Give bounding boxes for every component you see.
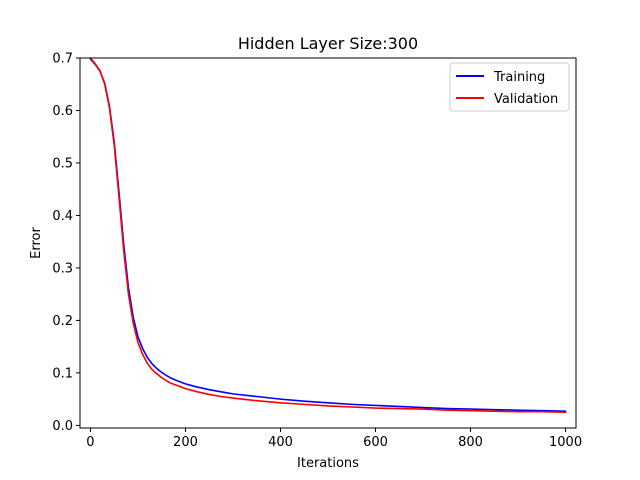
- x-tick-label: 0: [86, 435, 94, 450]
- y-tick-label: 0.7: [52, 52, 73, 67]
- x-axis-title: Iterations: [297, 456, 359, 471]
- plot-area: [80, 58, 576, 428]
- y-tick-label: 0.2: [52, 314, 73, 329]
- y-tick-label: 0.5: [52, 156, 73, 171]
- legend-label-validation: Validation: [494, 92, 558, 107]
- x-axis-ticks: 0 200 400 600 800 1000: [86, 428, 582, 450]
- y-tick-label: 0.4: [52, 209, 73, 224]
- y-tick-label: 0.3: [52, 261, 73, 276]
- y-tick-label: 0.1: [52, 366, 73, 381]
- y-axis-ticks: 0.0 0.1 0.2 0.3 0.4 0.5 0.6 0.7: [52, 52, 80, 434]
- x-tick-label: 400: [268, 435, 293, 450]
- legend: Training Validation: [449, 62, 570, 112]
- legend-label-training: Training: [493, 70, 545, 85]
- x-tick-label: 200: [173, 435, 198, 450]
- y-axis-title: Error: [29, 227, 44, 259]
- x-tick-label: 1000: [549, 435, 582, 450]
- plot-frame: [79, 57, 577, 429]
- series-layer: [89, 57, 567, 414]
- x-tick-label: 600: [363, 435, 388, 450]
- x-tick-label: 800: [458, 435, 483, 450]
- y-tick-label: 0.6: [52, 104, 73, 119]
- chart-title: Hidden Layer Size:300: [238, 34, 418, 53]
- series-line-validation: [89, 57, 567, 414]
- y-tick-label: 0.0: [52, 419, 73, 434]
